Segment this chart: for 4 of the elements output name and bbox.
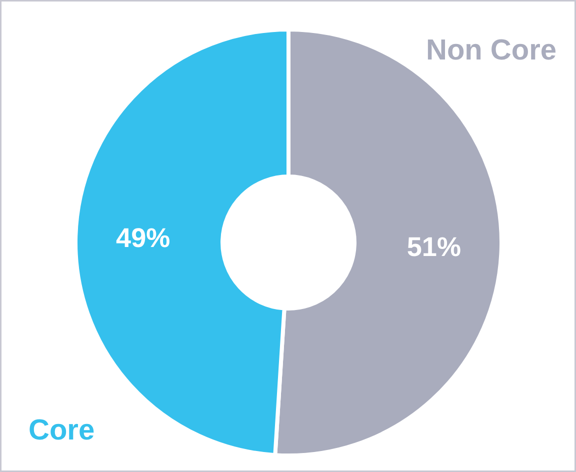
data-label: 51% bbox=[406, 232, 461, 262]
data-label: 49% bbox=[116, 222, 170, 253]
slice-label: Non Core bbox=[426, 34, 556, 66]
slice-label: Core bbox=[28, 414, 95, 446]
